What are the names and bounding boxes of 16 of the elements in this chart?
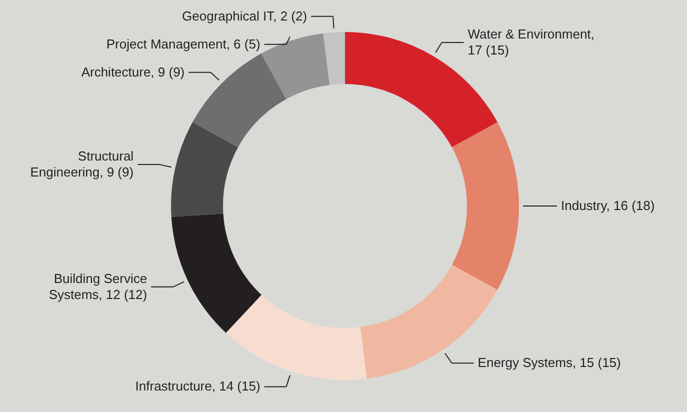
- slice-label: Energy Systems, 15 (15): [478, 355, 621, 370]
- donut-slice: [171, 122, 238, 217]
- donut-slice: [226, 294, 367, 380]
- donut-slice: [323, 32, 345, 85]
- slice-label: Water & Environment, 17 (15): [468, 26, 594, 58]
- slice-label: Structural Engineering, 9 (9): [30, 148, 134, 180]
- slice-label: Geographical IT, 2 (2): [182, 8, 308, 24]
- donut-slice: [171, 214, 262, 333]
- donut-slice: [261, 33, 330, 100]
- legend-label: Building Service Systems, 12 (12): [48, 270, 148, 302]
- slice-label: Industry, 16 (18): [561, 198, 655, 213]
- slice-label: Architecture, 9 (9): [81, 64, 185, 80]
- donut-slice: [192, 54, 286, 148]
- slice-label: Project Management, 6 (5): [106, 36, 260, 52]
- slice-label: Infrastructure, 14 (15): [135, 378, 260, 394]
- donut-slice: [452, 122, 519, 290]
